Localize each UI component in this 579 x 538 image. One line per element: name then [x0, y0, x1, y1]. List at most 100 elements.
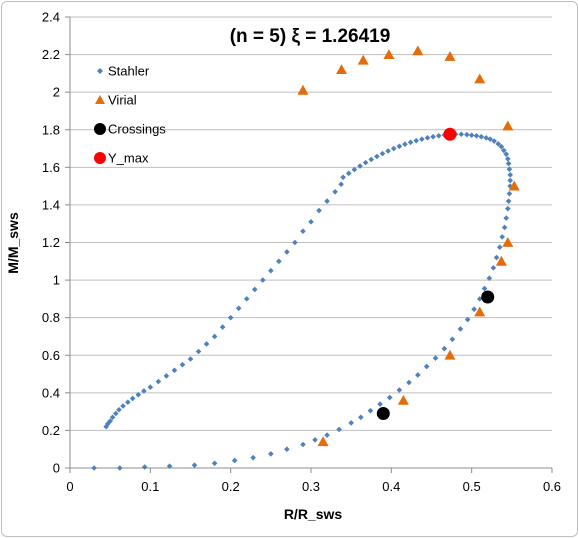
- data-marks: [91, 45, 520, 471]
- data-point: [508, 180, 520, 191]
- data-point: [481, 285, 488, 292]
- data-point: [129, 395, 136, 402]
- data-point: [377, 401, 383, 407]
- data-point: [135, 391, 142, 398]
- data-point: [125, 399, 131, 406]
- y-tick-label: 1: [53, 273, 60, 288]
- x-tick-label: 0.6: [543, 479, 561, 494]
- y-tick-label: 0: [53, 461, 60, 476]
- data-point: [292, 239, 298, 246]
- data-point: [284, 249, 290, 255]
- legend-marker-circle: [94, 123, 106, 135]
- data-point: [300, 228, 306, 235]
- data-point: [308, 219, 314, 225]
- y-tick-label: 1.6: [42, 160, 60, 175]
- data-point: [483, 135, 489, 141]
- data-point: [211, 460, 218, 467]
- data-point: [367, 407, 374, 414]
- data-point: [179, 361, 186, 368]
- data-point: [203, 341, 210, 347]
- data-point: [501, 147, 507, 154]
- legend-item: Y_max: [94, 151, 149, 166]
- data-point: [474, 73, 486, 84]
- data-point: [211, 333, 218, 340]
- data-point: [406, 379, 412, 386]
- data-point: [163, 373, 170, 379]
- data-point: [338, 181, 344, 188]
- data-point: [155, 378, 162, 385]
- data-point: [117, 465, 123, 471]
- data-point: [235, 305, 242, 312]
- data-point: [444, 349, 456, 360]
- y-axis-label: M/M_sws: [5, 212, 21, 274]
- data-point: [502, 120, 514, 131]
- data-point: [474, 306, 486, 317]
- data-point: [116, 406, 122, 413]
- data-point: [300, 441, 306, 448]
- data-point: [430, 133, 436, 140]
- data-point: [505, 156, 511, 162]
- x-tick-labels: 0 0.1 0.2 0.3 0.4 0.5 0.6: [66, 479, 561, 494]
- data-point: [243, 296, 250, 302]
- y-tick-label: 0.4: [42, 385, 60, 400]
- data-point: [368, 156, 375, 163]
- data-point: [104, 421, 111, 427]
- data-point: [357, 54, 369, 65]
- data-point: [507, 183, 514, 189]
- data-point: [390, 145, 397, 152]
- x-tick-label: 0.1: [141, 479, 159, 494]
- x-axis-label: R/R_sws: [284, 506, 343, 522]
- data-point: [284, 446, 290, 453]
- data-point: [231, 457, 238, 464]
- data-point: [396, 387, 403, 393]
- data-point: [396, 143, 403, 150]
- data-point: [317, 436, 329, 447]
- data-point: [499, 234, 505, 240]
- data-point: [336, 64, 348, 75]
- y-tick-labels: 0 0.2 0.4 0.6 0.8 1 1.2 1.4 1.6 1.8 2 2.2 2.4: [42, 10, 60, 476]
- data-point: [191, 462, 198, 468]
- data-point: [471, 306, 477, 313]
- data-point: [227, 314, 234, 321]
- data-point: [424, 135, 431, 141]
- legend-label: Stahler: [108, 64, 150, 79]
- data-point: [435, 132, 442, 139]
- legend-label: Virial: [108, 93, 137, 108]
- data-point: [345, 170, 352, 177]
- data-point: [476, 296, 483, 302]
- data-point: [260, 277, 266, 283]
- x-tick-label: 0.3: [302, 479, 320, 494]
- legend-item: Stahler: [97, 64, 150, 79]
- data-point: [490, 265, 497, 271]
- data-point: [487, 136, 493, 142]
- data-point: [493, 254, 500, 261]
- data-point: [219, 324, 226, 330]
- data-point: [166, 463, 173, 469]
- data-point: [495, 141, 501, 147]
- data-point: [496, 244, 503, 250]
- chart-title: (n = 5) ξ = 1.26419: [230, 26, 391, 47]
- data-point: [103, 423, 109, 430]
- data-point: [374, 153, 380, 160]
- data-point: [91, 465, 97, 471]
- data-point: [486, 275, 493, 282]
- data-point: [351, 166, 358, 173]
- data-point: [505, 160, 512, 167]
- data-point: [491, 138, 497, 144]
- data-point: [507, 172, 514, 178]
- data-point: [464, 316, 471, 323]
- data-point: [297, 84, 309, 95]
- data-point: [383, 49, 395, 59]
- y-tick-label: 2: [53, 85, 60, 100]
- data-point: [432, 355, 439, 361]
- data-point: [441, 345, 448, 352]
- y-tick-label: 1.4: [42, 197, 60, 212]
- data-point: [109, 414, 116, 421]
- data-point: [503, 151, 510, 157]
- legend-marker-circle: [94, 152, 106, 164]
- data-point: [412, 45, 424, 56]
- data-point: [250, 454, 256, 461]
- data-point: [120, 403, 126, 409]
- data-point: [316, 207, 322, 214]
